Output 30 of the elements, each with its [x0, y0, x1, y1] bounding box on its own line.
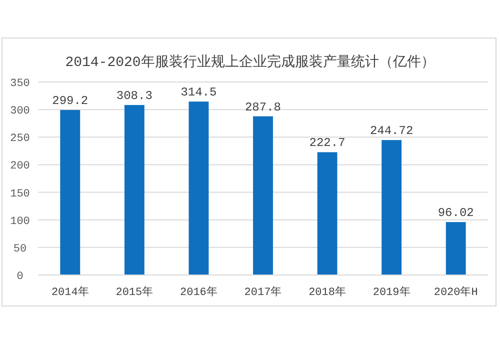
- data-label: 308.3: [116, 88, 152, 103]
- x-tick-label: 2018年: [308, 286, 346, 299]
- bar: [317, 152, 338, 275]
- data-label: 287.8: [244, 100, 282, 114]
- y-tick-label: 100: [10, 216, 30, 228]
- data-label: 244.72: [370, 124, 414, 138]
- x-tick-label: 2017年: [244, 286, 282, 299]
- y-tick-label: 250: [10, 133, 30, 146]
- y-tick-label: 50: [13, 243, 27, 256]
- chart-title: 2014-2020年服装行业规上企业完成服装产量统计（亿件）: [65, 54, 435, 71]
- y-tick-label: 0: [16, 271, 24, 283]
- y-tick-label: 200: [10, 160, 30, 173]
- data-label: 299.2: [52, 94, 88, 108]
- bar: [382, 140, 402, 275]
- bar: [60, 110, 80, 275]
- bar: [188, 102, 209, 275]
- x-tick-label: 2014年: [51, 286, 89, 299]
- bar: [446, 222, 466, 275]
- y-tick-label: 300: [10, 106, 30, 118]
- x-tick-label: 2020年H: [434, 286, 478, 299]
- bar: [253, 116, 273, 275]
- y-tick-label: 150: [10, 188, 30, 200]
- data-label: 222.7: [309, 136, 346, 150]
- bar: [124, 104, 144, 275]
- x-tick-label: 2016年: [180, 286, 218, 299]
- x-tick-label: 2015年: [116, 286, 154, 299]
- data-label: 96.02: [438, 206, 474, 220]
- data-label: 314.5: [180, 86, 217, 100]
- x-tick-label: 2019年: [372, 286, 410, 299]
- y-tick-label: 350: [10, 78, 30, 90]
